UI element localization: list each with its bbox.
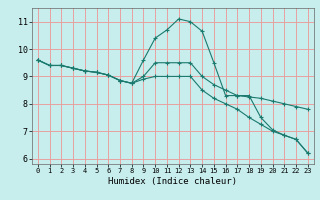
X-axis label: Humidex (Indice chaleur): Humidex (Indice chaleur) xyxy=(108,177,237,186)
